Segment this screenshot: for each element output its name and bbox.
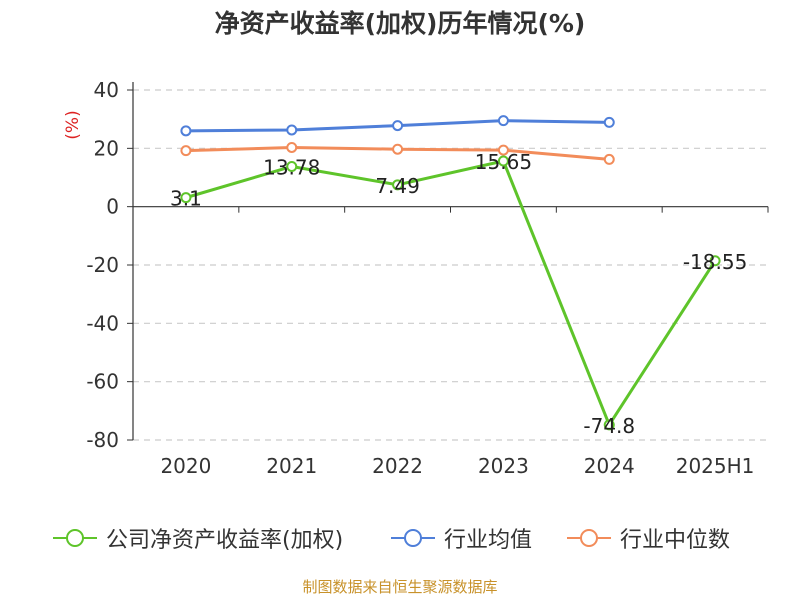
legend-label-industry-median: 行业中位数 — [620, 528, 731, 553]
series-point-2 — [286, 141, 298, 153]
series-point-0 — [286, 160, 298, 172]
legend-marker-industry-mean — [391, 529, 435, 547]
y-tick-label: -80 — [86, 428, 119, 452]
chart-legend: 公司净资产收益率(加权) 行业均值 行业中位数 — [0, 518, 800, 558]
legend-item-industry-median[interactable]: 行业中位数 — [566, 518, 730, 558]
data-label: -18.55 — [683, 250, 747, 274]
data-label: 7.49 — [375, 174, 420, 198]
x-tick-label: 2022 — [372, 454, 423, 478]
x-tick-label: 2025H1 — [676, 454, 755, 478]
data-label: 15.65 — [475, 150, 532, 174]
series-point-2 — [497, 144, 509, 156]
chart-title: 净资产收益率(加权)历年情况(%) — [214, 9, 586, 38]
series-point-0 — [603, 419, 615, 431]
series-point-1 — [603, 116, 615, 128]
legend-label-company: 公司净资产收益率(加权) — [106, 528, 344, 553]
x-tick-label: 2023 — [478, 454, 529, 478]
x-tick-label: 2020 — [160, 454, 211, 478]
x-tick-label: 2024 — [584, 454, 635, 478]
series-point-0 — [392, 179, 404, 191]
data-label: 13.78 — [263, 155, 320, 179]
legend-label-industry-mean: 行业均值 — [444, 528, 533, 553]
y-tick-label: 40 — [94, 78, 119, 102]
legend-marker-company — [53, 529, 97, 547]
y-tick-label: -20 — [86, 253, 119, 277]
data-label: -74.8 — [583, 414, 635, 438]
legend-item-industry-mean[interactable]: 行业均值 — [390, 518, 532, 558]
series-line-0 — [185, 159, 717, 427]
y-tick-label: -60 — [86, 370, 119, 394]
series-point-2 — [180, 145, 192, 157]
y-tick-label: -40 — [86, 311, 119, 335]
series-point-0 — [497, 155, 509, 167]
data-label: 3.1 — [170, 187, 202, 211]
y-tick-label: 0 — [106, 195, 119, 219]
x-tick-label: 2021 — [266, 454, 317, 478]
legend-marker-industry-median — [567, 529, 611, 547]
y-axis-unit-label: (%) — [63, 110, 83, 139]
series-point-2 — [392, 143, 404, 155]
series-point-1 — [497, 115, 509, 127]
series-point-0 — [709, 255, 721, 267]
source-note: 制图数据来自恒生聚源数据库 — [302, 578, 498, 596]
series-point-1 — [286, 124, 298, 136]
y-tick-label: 20 — [94, 136, 119, 160]
legend-item-company[interactable]: 公司净资产收益率(加权) — [52, 518, 343, 558]
series-point-1 — [180, 125, 192, 137]
series-point-2 — [603, 153, 615, 165]
series-point-0 — [180, 192, 192, 204]
series-point-1 — [392, 120, 404, 132]
